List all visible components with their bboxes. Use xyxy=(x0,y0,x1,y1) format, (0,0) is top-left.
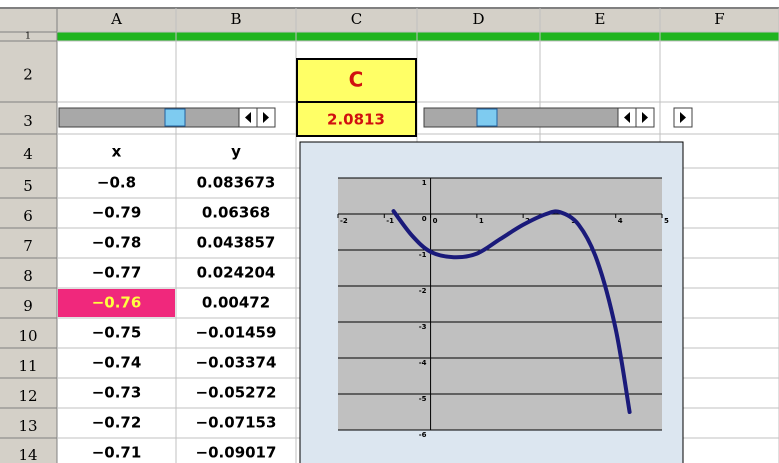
column-header: A xyxy=(110,10,122,28)
table-cell: −0.74 xyxy=(92,354,142,372)
c3-cell xyxy=(296,101,417,137)
x-tick-label: 5 xyxy=(664,217,669,225)
table-cell: −0.8 xyxy=(97,174,136,192)
table-cell: 0.083673 xyxy=(197,174,276,192)
table-cell: 0.06368 xyxy=(202,204,270,222)
arrow-right xyxy=(642,112,648,123)
x-tick-label: -2 xyxy=(340,217,348,225)
table-cell: −0.73 xyxy=(92,384,142,402)
header-bg xyxy=(0,8,779,32)
scrollbar-thumb[interactable] xyxy=(164,108,186,127)
row-header: 14 xyxy=(18,446,37,463)
control-value: 2.0813 xyxy=(327,111,385,129)
table-cell: −0.09017 xyxy=(196,444,277,462)
x-tick-label: 1 xyxy=(479,217,484,225)
column-header: B xyxy=(230,10,241,28)
row-header: 3 xyxy=(23,112,33,130)
column-header: E xyxy=(595,10,606,28)
row-header: 10 xyxy=(18,327,37,345)
row-header: 4 xyxy=(23,145,33,163)
y-tick-label: -2 xyxy=(419,287,427,295)
y-tick-label: -3 xyxy=(419,323,427,331)
arrow-left xyxy=(245,112,251,123)
row-header: 6 xyxy=(23,207,33,225)
table-cell: −0.79 xyxy=(92,204,142,222)
table-header: x xyxy=(112,143,122,161)
x-tick-label: 4 xyxy=(618,217,623,225)
table-cell: −0.75 xyxy=(92,324,142,342)
x-tick-label: -1 xyxy=(386,217,394,225)
row-header: 5 xyxy=(23,177,33,195)
y-tick-label: -1 xyxy=(419,251,427,259)
highlight-cell xyxy=(58,289,175,317)
curve xyxy=(391,209,632,414)
table-cell: 0.043857 xyxy=(197,234,276,252)
y-tick-label: -4 xyxy=(419,359,427,367)
row1-fill xyxy=(57,32,779,41)
table-cell: 0.024204 xyxy=(197,264,276,282)
row-header: 9 xyxy=(23,297,33,315)
column-header: C xyxy=(351,10,362,28)
arrow-right xyxy=(680,112,686,123)
table-cell: −0.72 xyxy=(92,414,142,432)
column-header: F xyxy=(714,10,724,28)
column-header: D xyxy=(472,10,484,28)
row-header: 8 xyxy=(23,267,33,285)
row-header: 13 xyxy=(18,417,37,435)
table-cell: −0.03374 xyxy=(196,354,277,372)
control-label: C xyxy=(349,68,364,92)
table-cell: −0.77 xyxy=(92,264,142,282)
y-tick-label: -6 xyxy=(419,431,427,439)
table-cell: −0.71 xyxy=(92,444,142,462)
row-header: 7 xyxy=(23,237,33,255)
table-header: y xyxy=(231,143,241,161)
y-tick-label: 0 xyxy=(422,215,427,223)
table-cell: 0.00472 xyxy=(202,294,270,312)
y-tick-label: -5 xyxy=(419,395,427,403)
row-header: 2 xyxy=(23,66,33,84)
table-cell: −0.07153 xyxy=(196,414,277,432)
table-cell: −0.78 xyxy=(92,234,142,252)
arrow-left xyxy=(624,112,630,123)
x-tick-label: 0 xyxy=(433,217,438,225)
row-header-bg xyxy=(0,8,57,463)
scrollbar-thumb[interactable] xyxy=(476,108,498,127)
plot-area xyxy=(338,178,662,430)
row-header: 12 xyxy=(18,387,37,405)
row-header: 11 xyxy=(18,357,37,375)
row-header: 1 xyxy=(25,32,31,42)
y-tick-label: 1 xyxy=(422,179,427,187)
table-cell: −0.05272 xyxy=(196,384,277,402)
table-cell: −0.01459 xyxy=(196,324,277,342)
table-cell: −0.76 xyxy=(92,294,142,312)
arrow-right xyxy=(263,112,269,123)
